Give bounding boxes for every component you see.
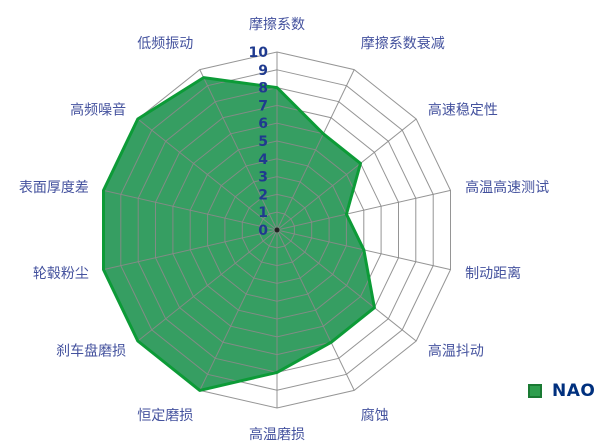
category-label: 低频振动 xyxy=(137,36,193,52)
tick-label: 4 xyxy=(258,152,268,168)
tick-label: 9 xyxy=(258,63,268,79)
axis-spoke xyxy=(276,118,417,231)
category-label: 高频噪音 xyxy=(70,102,126,119)
axis-spoke xyxy=(276,229,417,342)
tick-label: 8 xyxy=(258,81,268,97)
category-label: 摩擦系数 xyxy=(249,16,305,33)
tick-label: 7 xyxy=(258,98,268,114)
category-label: 表面厚度差 xyxy=(19,180,89,196)
tick-label: 0 xyxy=(258,223,268,239)
tick-label: 2 xyxy=(258,187,268,203)
axis-spoke xyxy=(199,69,278,231)
category-label: 轮毂粉尘 xyxy=(33,266,89,282)
axis-spoke xyxy=(199,229,278,391)
axis-spoke xyxy=(276,189,451,231)
tick-label: 5 xyxy=(258,134,268,150)
axis-spoke xyxy=(137,229,278,342)
legend-label: NAO xyxy=(552,381,596,401)
chart-legend: NAO xyxy=(528,381,595,401)
category-label: 恒定磨损 xyxy=(137,408,193,424)
data-polygon-outline xyxy=(102,76,376,392)
tick-label: 1 xyxy=(258,205,268,221)
axis-spoke xyxy=(137,118,278,231)
tick-label: 10 xyxy=(249,45,269,61)
category-label: 高速稳定性 xyxy=(428,102,498,119)
tick-label: 3 xyxy=(258,170,268,186)
legend-swatch-icon xyxy=(528,384,542,398)
center-dot xyxy=(274,227,280,233)
axis-spoke xyxy=(103,229,278,271)
category-label: 摩擦系数衰减 xyxy=(361,35,445,52)
category-label: 腐蚀 xyxy=(361,407,389,424)
tick-label: 6 xyxy=(258,116,268,132)
category-label: 高温抖动 xyxy=(428,342,484,359)
axis-spoke xyxy=(103,189,278,231)
axis-spoke xyxy=(276,69,355,231)
category-label: 高温高速测试 xyxy=(465,179,549,196)
axis-spoke xyxy=(276,229,355,391)
category-label: 高温磨损 xyxy=(249,426,305,443)
category-label: 制动距离 xyxy=(465,265,521,282)
category-label: 刹车盘磨损 xyxy=(56,342,126,359)
